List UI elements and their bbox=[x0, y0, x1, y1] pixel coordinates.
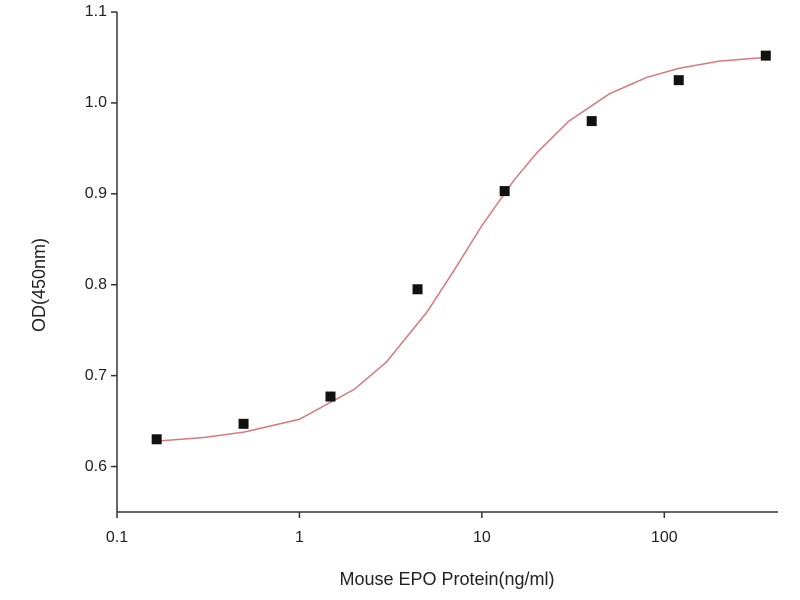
y-tick-label: 0.6 bbox=[85, 458, 107, 475]
y-tick-label: 1.0 bbox=[85, 94, 107, 111]
data-point bbox=[760, 50, 771, 61]
x-tick-label: 1 bbox=[295, 529, 304, 546]
x-tick-label: 100 bbox=[651, 529, 678, 546]
data-point bbox=[238, 418, 249, 429]
y-tick-label: 0.8 bbox=[85, 276, 107, 293]
x-tick-label: 0.1 bbox=[106, 529, 128, 546]
data-point bbox=[586, 116, 597, 127]
y-tick-label: 0.9 bbox=[85, 185, 107, 202]
fit-curve bbox=[156, 56, 766, 442]
y-tick-label: 0.7 bbox=[85, 367, 107, 384]
x-tick-label: 10 bbox=[473, 529, 491, 546]
data-point bbox=[673, 75, 684, 86]
data-point bbox=[412, 284, 423, 295]
data-point bbox=[499, 186, 510, 197]
data-point bbox=[325, 391, 336, 402]
x-axis-title: Mouse EPO Protein(ng/ml) bbox=[339, 569, 554, 589]
y-axis-title: OD(450nm) bbox=[29, 238, 49, 332]
data-point bbox=[151, 434, 162, 445]
y-tick-label: 1.1 bbox=[85, 3, 107, 20]
